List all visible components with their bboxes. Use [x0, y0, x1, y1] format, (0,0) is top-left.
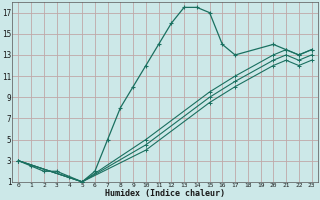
X-axis label: Humidex (Indice chaleur): Humidex (Indice chaleur): [105, 189, 225, 198]
